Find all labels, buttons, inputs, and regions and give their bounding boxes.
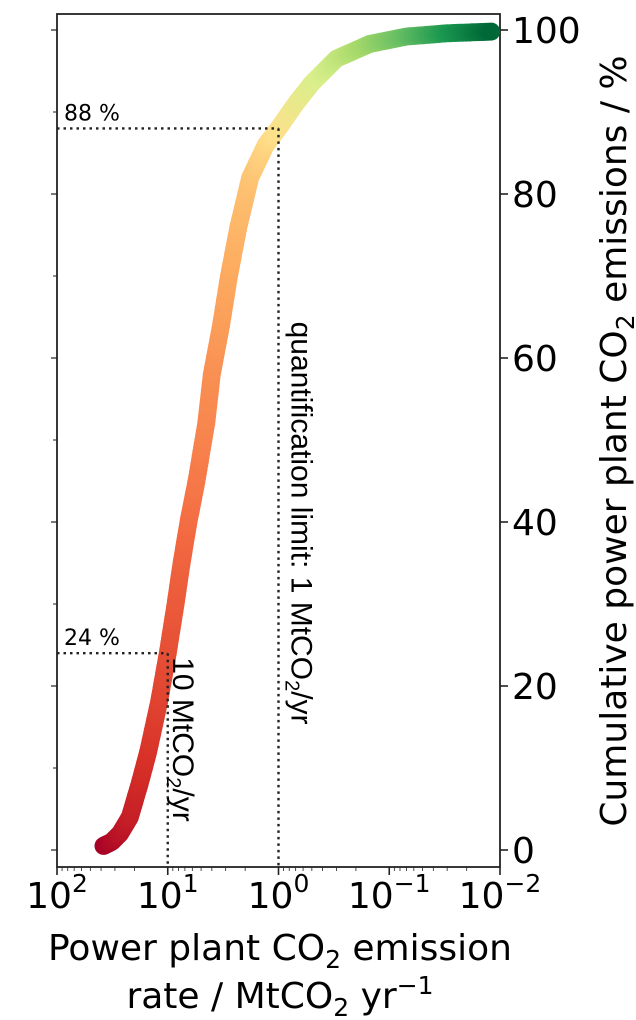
x-axis-title-line1: Power plant CO2 emission — [48, 928, 512, 974]
y-tick-label-40: 40 — [512, 503, 558, 544]
reference-lines — [57, 127, 280, 867]
x-tick-label-3: 10−1 — [348, 869, 431, 917]
annotation-88-percent: 88 % — [64, 101, 120, 126]
x-tick-label-4: 10−2 — [459, 869, 542, 917]
annotation-10-mtco2-line-label: 10 MtCO2/yr — [162, 657, 199, 821]
y-tick-label-100: 100 — [512, 11, 581, 52]
x-tick-label-1: 101 — [137, 869, 199, 917]
y-tick-label-60: 60 — [512, 339, 558, 380]
y-tick-label-80: 80 — [512, 175, 558, 216]
annotation-quantification-limit-label: quantification limit: 1 MtCO2/yr — [281, 322, 318, 725]
x-tick-label-0: 102 — [26, 869, 88, 917]
y-tick-label-0: 0 — [512, 831, 535, 872]
y-axis-title: Cumulative power plant CO2 emissions / % — [594, 55, 636, 826]
x-axis-title-line2: rate / MtCO2 yr−1 — [126, 971, 433, 1020]
curve-point — [482, 22, 501, 41]
ticks: 0 20 40 60 80 100 102 101 100 10−1 10−2 — [26, 11, 581, 917]
x-tick-label-2: 100 — [248, 869, 310, 917]
y-tick-label-20: 20 — [512, 667, 558, 708]
cumulative-curve — [94, 22, 501, 855]
annotation-24-percent: 24 % — [64, 626, 120, 651]
